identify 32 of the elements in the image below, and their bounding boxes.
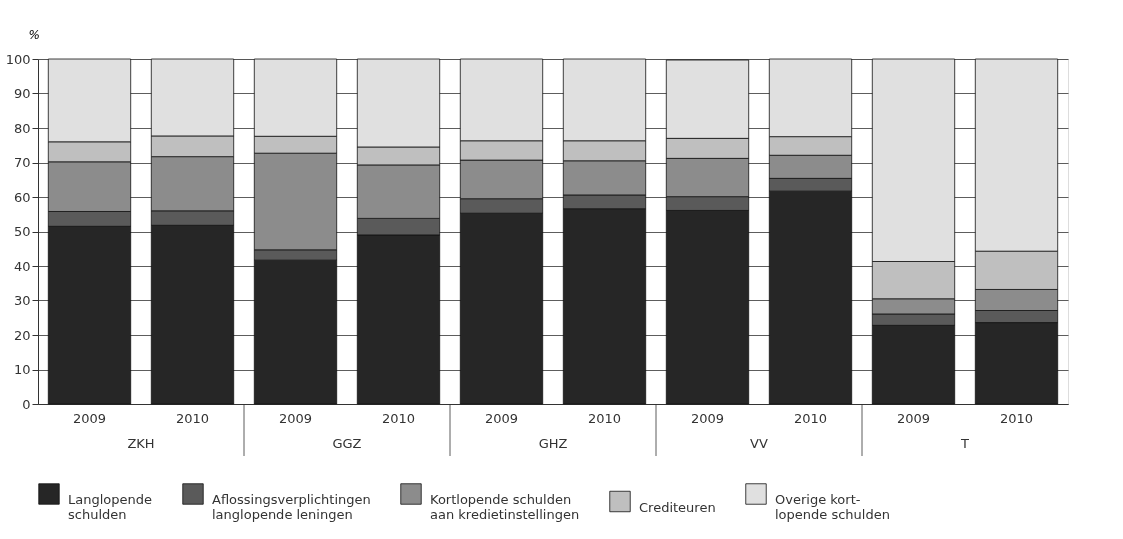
x-tick-label: 2010 — [587, 410, 622, 426]
y-tick-label: 20 — [13, 327, 31, 343]
legend-label: Langlopende schulden — [68, 492, 153, 522]
y-tick-label: 50 — [13, 224, 31, 239]
x-tick-label: 2010 — [793, 410, 828, 426]
text: T — [960, 436, 970, 451]
y-tick-label: 40 — [13, 258, 31, 274]
x-tick-label: 2009 — [278, 410, 313, 426]
legend-label: Crediteuren — [639, 499, 716, 515]
legend-label: Kortlopende schulden aan kredietinstellingen — [430, 492, 580, 522]
y-tick-label: 0 — [22, 396, 31, 412]
text: GHZ — [538, 436, 568, 451]
y-tick-label: 80 — [13, 120, 31, 136]
y-tick-label: 90 — [13, 86, 31, 101]
x-tick-label: 2009 — [484, 410, 519, 426]
y-tick-label: 30 — [13, 293, 31, 308]
x-tick-label: 2010 — [381, 410, 416, 426]
y-tick-label: 10 — [13, 362, 31, 377]
text: ZKH — [127, 436, 155, 451]
text: GGZ — [332, 436, 362, 451]
y-tick-label: 60 — [13, 189, 31, 205]
x-tick-label: 2010 — [999, 410, 1034, 426]
x-tick-label: 2009 — [896, 410, 931, 426]
legend-label: Aflossingsverplichtingen langlopende leningen — [212, 492, 371, 522]
y-tick-label: 100 — [5, 51, 31, 67]
x-tick-label: 2009 — [72, 410, 107, 426]
x-tick-label: 2010 — [175, 410, 210, 426]
text: VV — [750, 436, 768, 451]
y-tick-label: 70 — [13, 155, 31, 170]
legend-label: Overige kort- lopende schulden — [775, 492, 890, 522]
y-axis-title: % — [28, 27, 40, 42]
x-tick-label: 2009 — [690, 410, 725, 426]
